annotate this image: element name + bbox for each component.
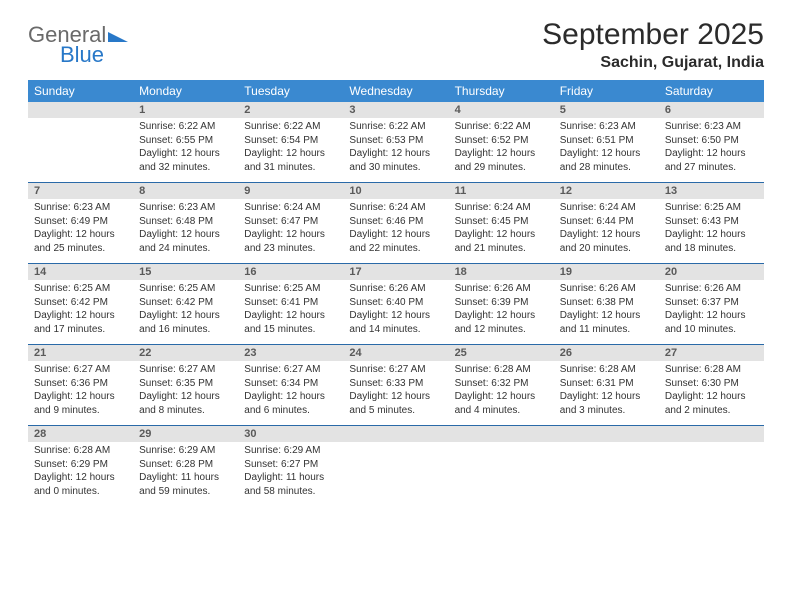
day-number-cell: 15 (133, 264, 238, 281)
calendar-body: 123456 Sunrise: 6:22 AMSunset: 6:55 PMDa… (28, 102, 764, 506)
day-number-cell: 4 (449, 102, 554, 118)
day-number-cell: 21 (28, 345, 133, 362)
day-number-cell: 10 (343, 183, 448, 200)
flag-icon (108, 26, 130, 48)
day-info-cell: Sunrise: 6:27 AMSunset: 6:36 PMDaylight:… (28, 361, 133, 426)
calendar-table: SundayMondayTuesdayWednesdayThursdayFrid… (28, 80, 764, 506)
day-info-cell (554, 442, 659, 506)
brand-logo: General Blue (28, 18, 130, 66)
day-info-cell: Sunrise: 6:26 AMSunset: 6:37 PMDaylight:… (659, 280, 764, 345)
day-info-cell: Sunrise: 6:24 AMSunset: 6:46 PMDaylight:… (343, 199, 448, 264)
weekday-header: Tuesday (238, 80, 343, 102)
day-number-cell: 16 (238, 264, 343, 281)
day-number-row: 21222324252627 (28, 345, 764, 362)
day-number-cell (659, 426, 764, 443)
day-number-cell: 25 (449, 345, 554, 362)
day-info-cell: Sunrise: 6:27 AMSunset: 6:33 PMDaylight:… (343, 361, 448, 426)
day-info-cell: Sunrise: 6:25 AMSunset: 6:42 PMDaylight:… (28, 280, 133, 345)
day-info-cell: Sunrise: 6:23 AMSunset: 6:49 PMDaylight:… (28, 199, 133, 264)
day-info-cell: Sunrise: 6:24 AMSunset: 6:44 PMDaylight:… (554, 199, 659, 264)
day-number-cell: 19 (554, 264, 659, 281)
weekday-header: Saturday (659, 80, 764, 102)
day-info-cell: Sunrise: 6:23 AMSunset: 6:48 PMDaylight:… (133, 199, 238, 264)
day-number-cell: 27 (659, 345, 764, 362)
day-info-cell (28, 118, 133, 183)
day-info-row: Sunrise: 6:22 AMSunset: 6:55 PMDaylight:… (28, 118, 764, 183)
day-number-cell: 11 (449, 183, 554, 200)
day-info-row: Sunrise: 6:23 AMSunset: 6:49 PMDaylight:… (28, 199, 764, 264)
day-info-cell: Sunrise: 6:26 AMSunset: 6:38 PMDaylight:… (554, 280, 659, 345)
day-number-cell: 26 (554, 345, 659, 362)
day-number-cell: 13 (659, 183, 764, 200)
day-number-cell: 29 (133, 426, 238, 443)
day-number-cell: 12 (554, 183, 659, 200)
day-info-cell: Sunrise: 6:23 AMSunset: 6:50 PMDaylight:… (659, 118, 764, 183)
weekday-header: Thursday (449, 80, 554, 102)
day-info-cell: Sunrise: 6:28 AMSunset: 6:32 PMDaylight:… (449, 361, 554, 426)
day-number-cell: 7 (28, 183, 133, 200)
day-number-row: 282930 (28, 426, 764, 443)
day-info-cell: Sunrise: 6:23 AMSunset: 6:51 PMDaylight:… (554, 118, 659, 183)
day-number-cell: 5 (554, 102, 659, 118)
day-info-cell (343, 442, 448, 506)
day-info-cell: Sunrise: 6:22 AMSunset: 6:54 PMDaylight:… (238, 118, 343, 183)
day-number-cell: 3 (343, 102, 448, 118)
day-info-cell (659, 442, 764, 506)
day-info-cell: Sunrise: 6:22 AMSunset: 6:53 PMDaylight:… (343, 118, 448, 183)
day-info-cell: Sunrise: 6:29 AMSunset: 6:28 PMDaylight:… (133, 442, 238, 506)
day-info-row: Sunrise: 6:27 AMSunset: 6:36 PMDaylight:… (28, 361, 764, 426)
day-number-cell: 2 (238, 102, 343, 118)
day-info-cell: Sunrise: 6:28 AMSunset: 6:30 PMDaylight:… (659, 361, 764, 426)
day-number-cell: 9 (238, 183, 343, 200)
day-number-cell (28, 102, 133, 118)
day-number-cell: 14 (28, 264, 133, 281)
day-info-cell: Sunrise: 6:25 AMSunset: 6:42 PMDaylight:… (133, 280, 238, 345)
location-subtitle: Sachin, Gujarat, India (542, 54, 764, 72)
day-number-cell (554, 426, 659, 443)
day-info-cell: Sunrise: 6:26 AMSunset: 6:40 PMDaylight:… (343, 280, 448, 345)
day-number-cell: 18 (449, 264, 554, 281)
page-title: September 2025 (542, 18, 764, 52)
page-header: General Blue September 2025 Sachin, Guja… (28, 18, 764, 72)
day-info-cell: Sunrise: 6:22 AMSunset: 6:55 PMDaylight:… (133, 118, 238, 183)
day-info-cell: Sunrise: 6:27 AMSunset: 6:35 PMDaylight:… (133, 361, 238, 426)
day-number-cell: 23 (238, 345, 343, 362)
day-number-cell (343, 426, 448, 443)
day-info-cell: Sunrise: 6:25 AMSunset: 6:41 PMDaylight:… (238, 280, 343, 345)
day-info-cell (449, 442, 554, 506)
weekday-row: SundayMondayTuesdayWednesdayThursdayFrid… (28, 80, 764, 102)
day-info-cell: Sunrise: 6:26 AMSunset: 6:39 PMDaylight:… (449, 280, 554, 345)
calendar-head: SundayMondayTuesdayWednesdayThursdayFrid… (28, 80, 764, 102)
weekday-header: Sunday (28, 80, 133, 102)
day-number-cell: 8 (133, 183, 238, 200)
day-info-cell: Sunrise: 6:28 AMSunset: 6:31 PMDaylight:… (554, 361, 659, 426)
weekday-header: Friday (554, 80, 659, 102)
day-info-cell: Sunrise: 6:28 AMSunset: 6:29 PMDaylight:… (28, 442, 133, 506)
day-number-cell: 20 (659, 264, 764, 281)
day-info-cell: Sunrise: 6:29 AMSunset: 6:27 PMDaylight:… (238, 442, 343, 506)
calendar-page: General Blue September 2025 Sachin, Guja… (0, 0, 792, 516)
day-number-row: 123456 (28, 102, 764, 118)
day-number-cell: 17 (343, 264, 448, 281)
day-number-cell: 1 (133, 102, 238, 118)
day-info-cell: Sunrise: 6:25 AMSunset: 6:43 PMDaylight:… (659, 199, 764, 264)
day-number-cell: 30 (238, 426, 343, 443)
day-number-cell: 28 (28, 426, 133, 443)
title-block: September 2025 Sachin, Gujarat, India (542, 18, 764, 72)
day-info-row: Sunrise: 6:25 AMSunset: 6:42 PMDaylight:… (28, 280, 764, 345)
day-number-row: 14151617181920 (28, 264, 764, 281)
weekday-header: Monday (133, 80, 238, 102)
day-info-cell: Sunrise: 6:27 AMSunset: 6:34 PMDaylight:… (238, 361, 343, 426)
day-info-cell: Sunrise: 6:22 AMSunset: 6:52 PMDaylight:… (449, 118, 554, 183)
day-number-cell (449, 426, 554, 443)
day-number-cell: 6 (659, 102, 764, 118)
day-info-cell: Sunrise: 6:24 AMSunset: 6:45 PMDaylight:… (449, 199, 554, 264)
day-info-row: Sunrise: 6:28 AMSunset: 6:29 PMDaylight:… (28, 442, 764, 506)
weekday-header: Wednesday (343, 80, 448, 102)
day-info-cell: Sunrise: 6:24 AMSunset: 6:47 PMDaylight:… (238, 199, 343, 264)
day-number-cell: 22 (133, 345, 238, 362)
day-number-row: 78910111213 (28, 183, 764, 200)
day-number-cell: 24 (343, 345, 448, 362)
brand-word-2: Blue (60, 42, 104, 67)
